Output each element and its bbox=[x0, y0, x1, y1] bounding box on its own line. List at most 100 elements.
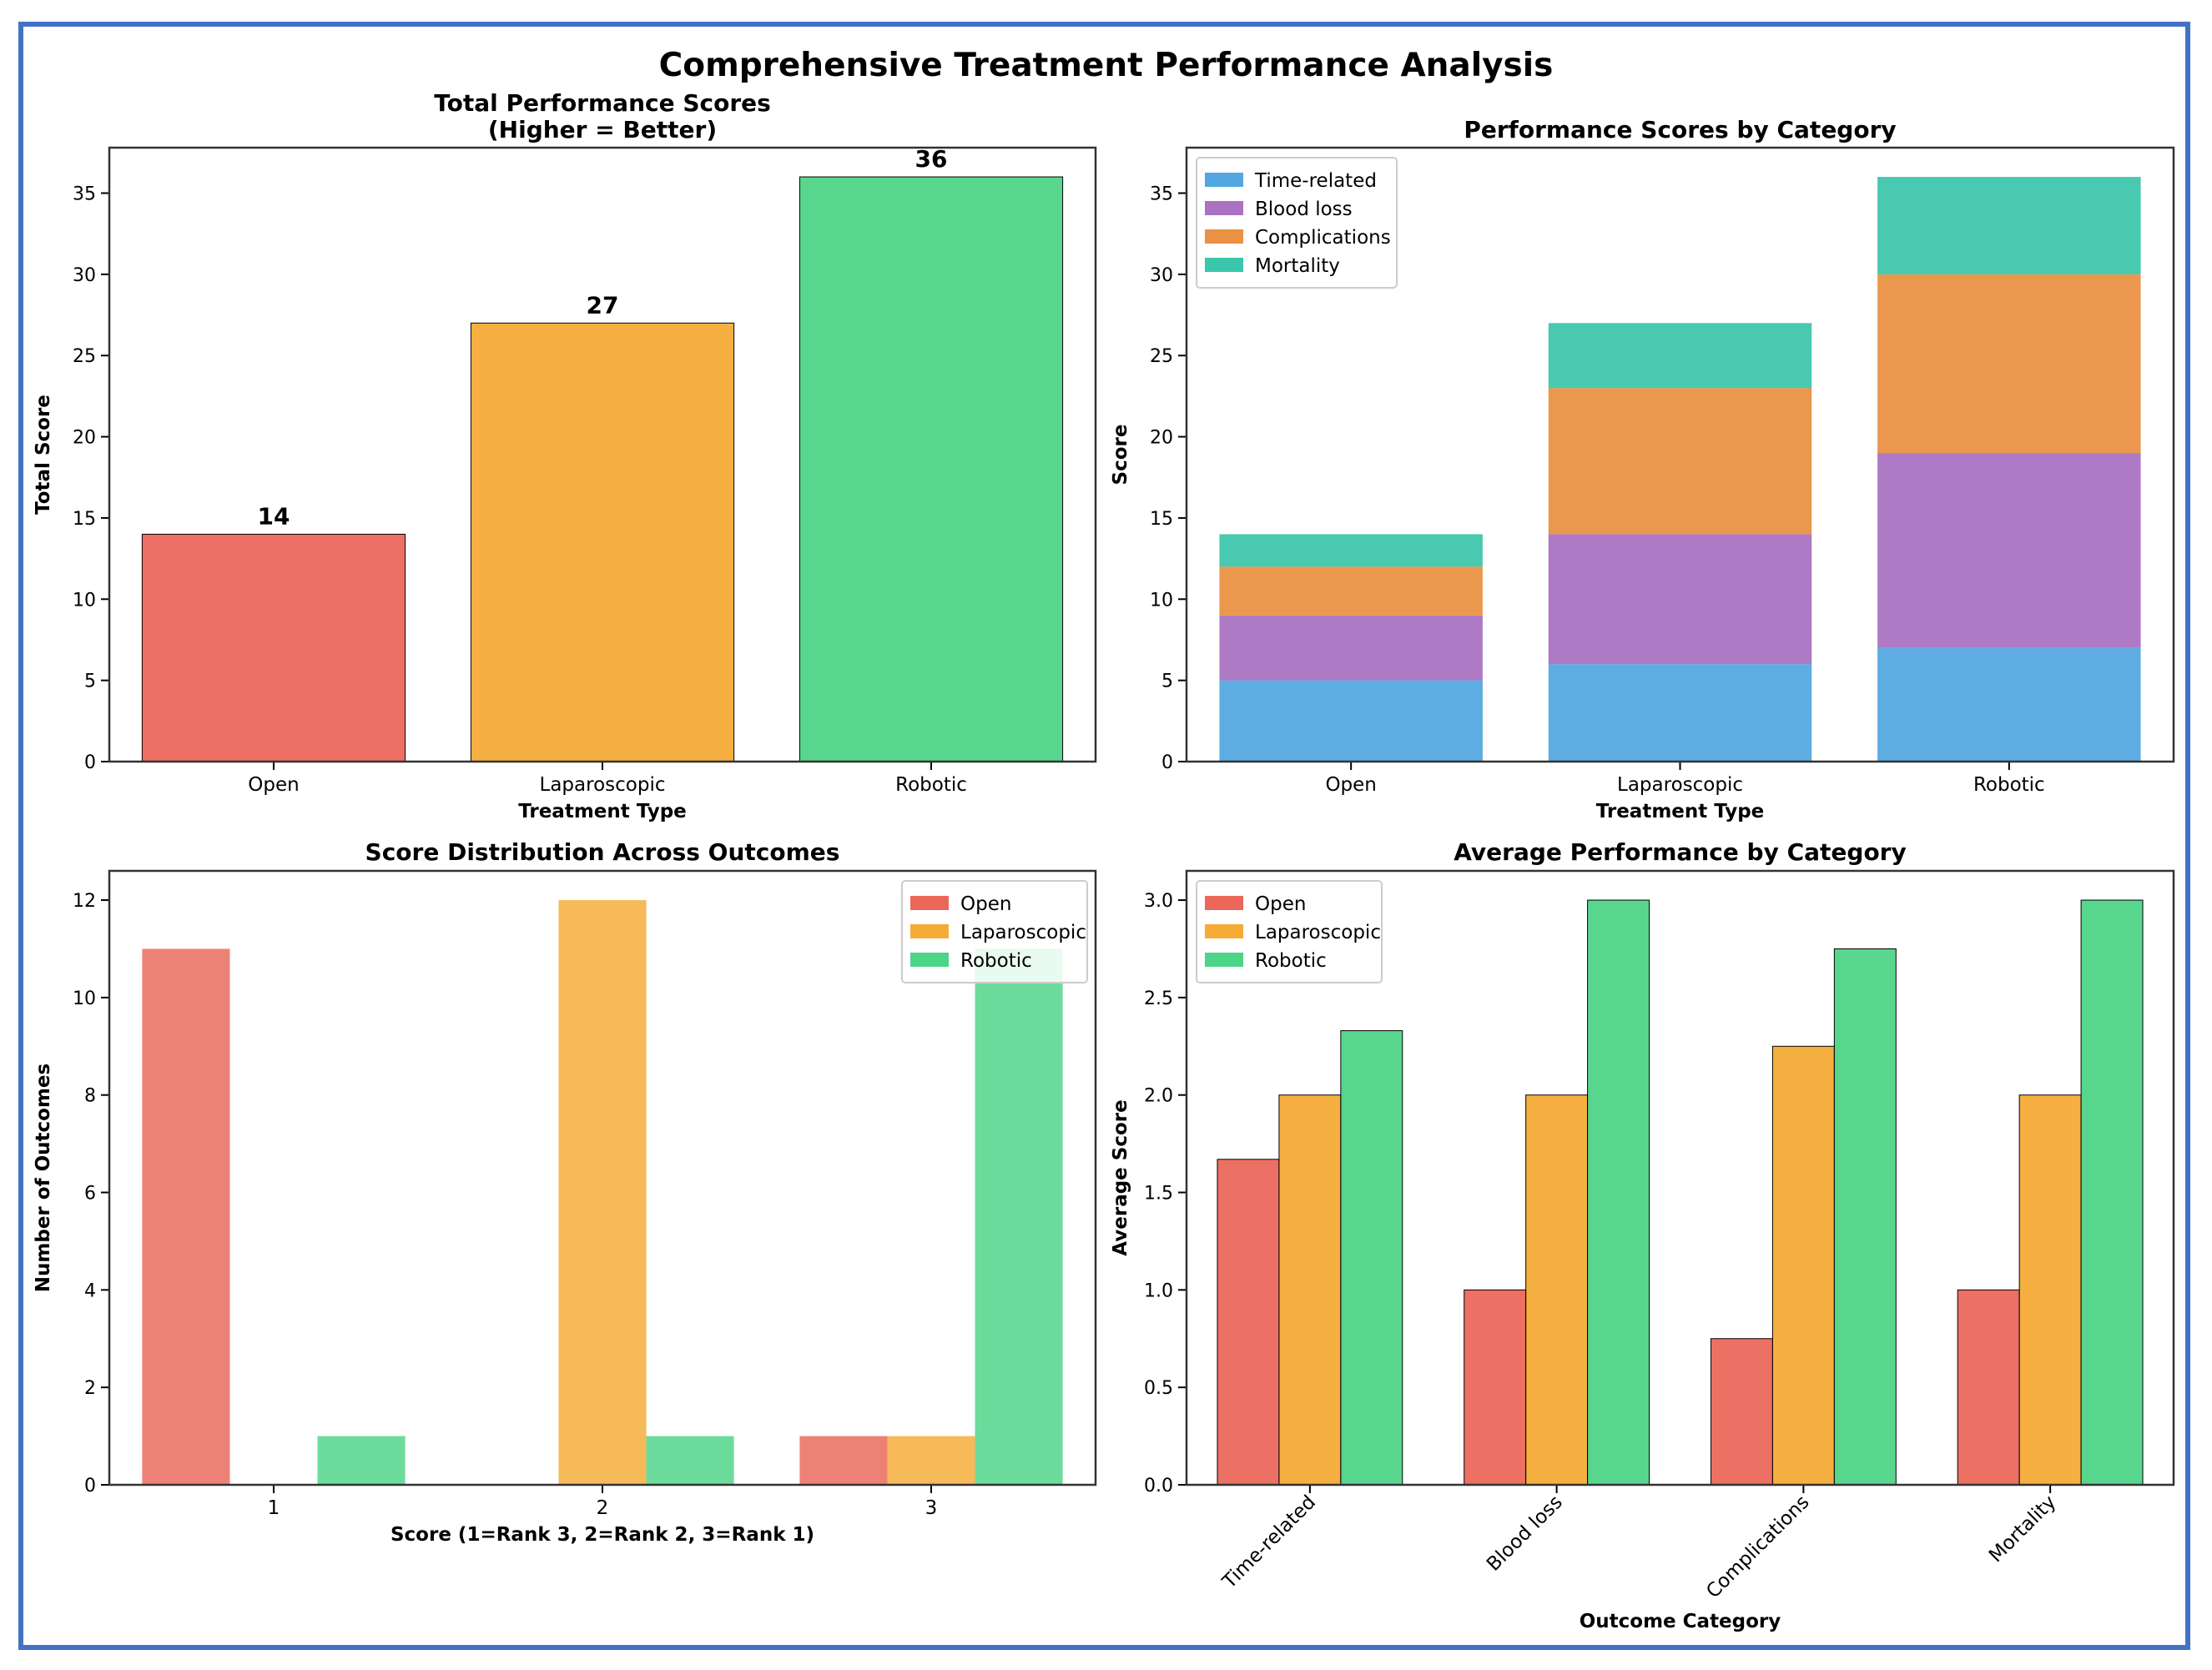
bar-robotic bbox=[2080, 899, 2144, 1486]
y-tick-label: 20 bbox=[73, 428, 96, 449]
stack-segment-complications bbox=[1219, 566, 1483, 616]
bar-laparoscopic bbox=[1771, 1045, 1835, 1486]
x-tick-label: 2 bbox=[597, 1497, 609, 1519]
legend-label: Blood loss bbox=[1255, 199, 1353, 220]
stack-segment-time-related bbox=[1877, 647, 2141, 762]
legend-swatch bbox=[1205, 258, 1243, 272]
average-chart: 0.0 0.5 1.0 1.5 2.0 2.5 3.0 Time-related Blood l… bbox=[1110, 838, 2175, 1632]
y-tick-label: 4 bbox=[84, 1280, 96, 1301]
y-tick-label: 0 bbox=[1161, 752, 1173, 773]
stacked-score-chart: 0 5 10 15 20 25 30 35 Open Laparoscopic Robotic Per… bbox=[1110, 116, 2175, 822]
x-axis-label: Treatment Type bbox=[1596, 801, 1765, 822]
chart-title: Total Performance Scores bbox=[434, 89, 771, 117]
stack-segment-mortality bbox=[1548, 323, 1812, 389]
axes-frame bbox=[108, 869, 1097, 1486]
bar-laparoscopic bbox=[470, 322, 735, 762]
stack-segment-mortality bbox=[1877, 177, 2141, 274]
bar-robotic bbox=[1587, 899, 1650, 1486]
x-tick-label: Robotic bbox=[895, 774, 967, 796]
legend-swatch bbox=[1205, 953, 1243, 967]
page-title: Comprehensive Treatment Performance Anal… bbox=[658, 47, 1554, 84]
bar-laparoscopic bbox=[2018, 1094, 2082, 1486]
y-tick-label: 10 bbox=[73, 590, 96, 611]
legend-swatch bbox=[1205, 896, 1243, 910]
bar-value-label: 36 bbox=[915, 145, 948, 173]
bar-open bbox=[1710, 1338, 1773, 1486]
x-axis-label: Outcome Category bbox=[1580, 1611, 1781, 1632]
y-tick-label: 12 bbox=[73, 891, 96, 912]
y-axis-label: Total Score bbox=[33, 395, 54, 515]
x-tick-label: Blood loss bbox=[1483, 1491, 1567, 1576]
stack-segment-blood-loss bbox=[1219, 615, 1483, 681]
bar-laparoscopic bbox=[887, 1436, 975, 1485]
total-score-chart: 0 5 10 15 20 25 30 35 14 Open 27 Laparoscopic 36 Robo… bbox=[33, 89, 1097, 822]
x-tick-label: 3 bbox=[925, 1497, 938, 1519]
bar-robotic bbox=[317, 1436, 406, 1485]
bar-open bbox=[1957, 1289, 2020, 1486]
legend-label: Robotic bbox=[1255, 950, 1327, 972]
stack-segment-time-related bbox=[1548, 664, 1812, 762]
y-axis-label: Score bbox=[1110, 425, 1131, 485]
y-tick-label: 10 bbox=[73, 988, 96, 1009]
x-axis-label: Score (1=Rank 3, 2=Rank 2, 3=Rank 1) bbox=[391, 1524, 814, 1546]
y-tick-label: 0 bbox=[84, 1476, 96, 1496]
y-tick-label: 30 bbox=[73, 265, 96, 286]
bar-robotic bbox=[1833, 948, 1897, 1486]
legend-label: Robotic bbox=[960, 950, 1032, 972]
y-tick-label: 6 bbox=[84, 1184, 96, 1205]
bar-open bbox=[141, 533, 406, 762]
stack-segment-complications bbox=[1877, 274, 2141, 454]
y-tick-label: 8 bbox=[84, 1086, 96, 1107]
bar-laparoscopic bbox=[1525, 1094, 1589, 1486]
y-tick-label: 3.0 bbox=[1144, 891, 1173, 912]
y-tick-label: 25 bbox=[1150, 346, 1173, 367]
stack-segment-time-related bbox=[1219, 680, 1483, 762]
x-tick-label: Laparoscopic bbox=[1617, 774, 1743, 796]
bar-open bbox=[1464, 1289, 1527, 1486]
axes-frame bbox=[108, 146, 1097, 763]
x-axis-label: Treatment Type bbox=[518, 801, 687, 822]
x-tick-label: 1 bbox=[268, 1497, 280, 1519]
x-tick-label: Mortality bbox=[1985, 1491, 2060, 1567]
chart-title: Average Performance by Category bbox=[1454, 838, 1907, 866]
y-tick-label: 35 bbox=[1150, 184, 1173, 205]
chart-title: (Higher = Better) bbox=[488, 116, 717, 143]
y-tick-label: 0.0 bbox=[1144, 1476, 1173, 1496]
x-tick-label: Complications bbox=[1702, 1491, 1813, 1602]
bar-robotic bbox=[646, 1436, 734, 1485]
y-tick-label: 0 bbox=[84, 752, 96, 773]
y-tick-label: 5 bbox=[84, 672, 96, 692]
axes-frame bbox=[1185, 869, 2175, 1486]
y-tick-label: 2.0 bbox=[1144, 1086, 1173, 1107]
y-tick-label: 1.0 bbox=[1144, 1280, 1173, 1301]
y-tick-label: 0.5 bbox=[1144, 1378, 1173, 1399]
y-tick-label: 2.5 bbox=[1144, 988, 1173, 1009]
legend-swatch bbox=[1205, 924, 1243, 938]
axes-frame bbox=[1185, 146, 2175, 763]
bar-robotic bbox=[975, 948, 1063, 1485]
legend-label: Laparoscopic bbox=[960, 922, 1086, 943]
x-tick-label: Time-related bbox=[1218, 1491, 1320, 1593]
y-tick-label: 1.5 bbox=[1144, 1184, 1173, 1205]
y-tick-label: 5 bbox=[1161, 672, 1173, 692]
x-tick-label: Open bbox=[1325, 774, 1376, 796]
y-tick-label: 30 bbox=[1150, 265, 1173, 286]
y-tick-label: 20 bbox=[1150, 428, 1173, 449]
legend-swatch bbox=[1205, 229, 1243, 244]
x-tick-label: Robotic bbox=[1973, 774, 2045, 796]
bar-value-label: 27 bbox=[587, 291, 619, 319]
legend-swatch bbox=[910, 924, 949, 938]
legend-label: Complications bbox=[1255, 227, 1391, 249]
bar-robotic bbox=[799, 176, 1064, 762]
chart-title: Performance Scores by Category bbox=[1464, 116, 1896, 143]
x-tick-label: Laparoscopic bbox=[540, 774, 666, 796]
bar-value-label: 14 bbox=[258, 502, 290, 530]
y-tick-label: 35 bbox=[73, 184, 96, 205]
stack-segment-complications bbox=[1548, 388, 1812, 535]
bar-open bbox=[1217, 1159, 1280, 1486]
bar-laparoscopic bbox=[1278, 1094, 1342, 1486]
legend-label: Mortality bbox=[1255, 255, 1340, 277]
legend-label: Open bbox=[1255, 893, 1306, 915]
